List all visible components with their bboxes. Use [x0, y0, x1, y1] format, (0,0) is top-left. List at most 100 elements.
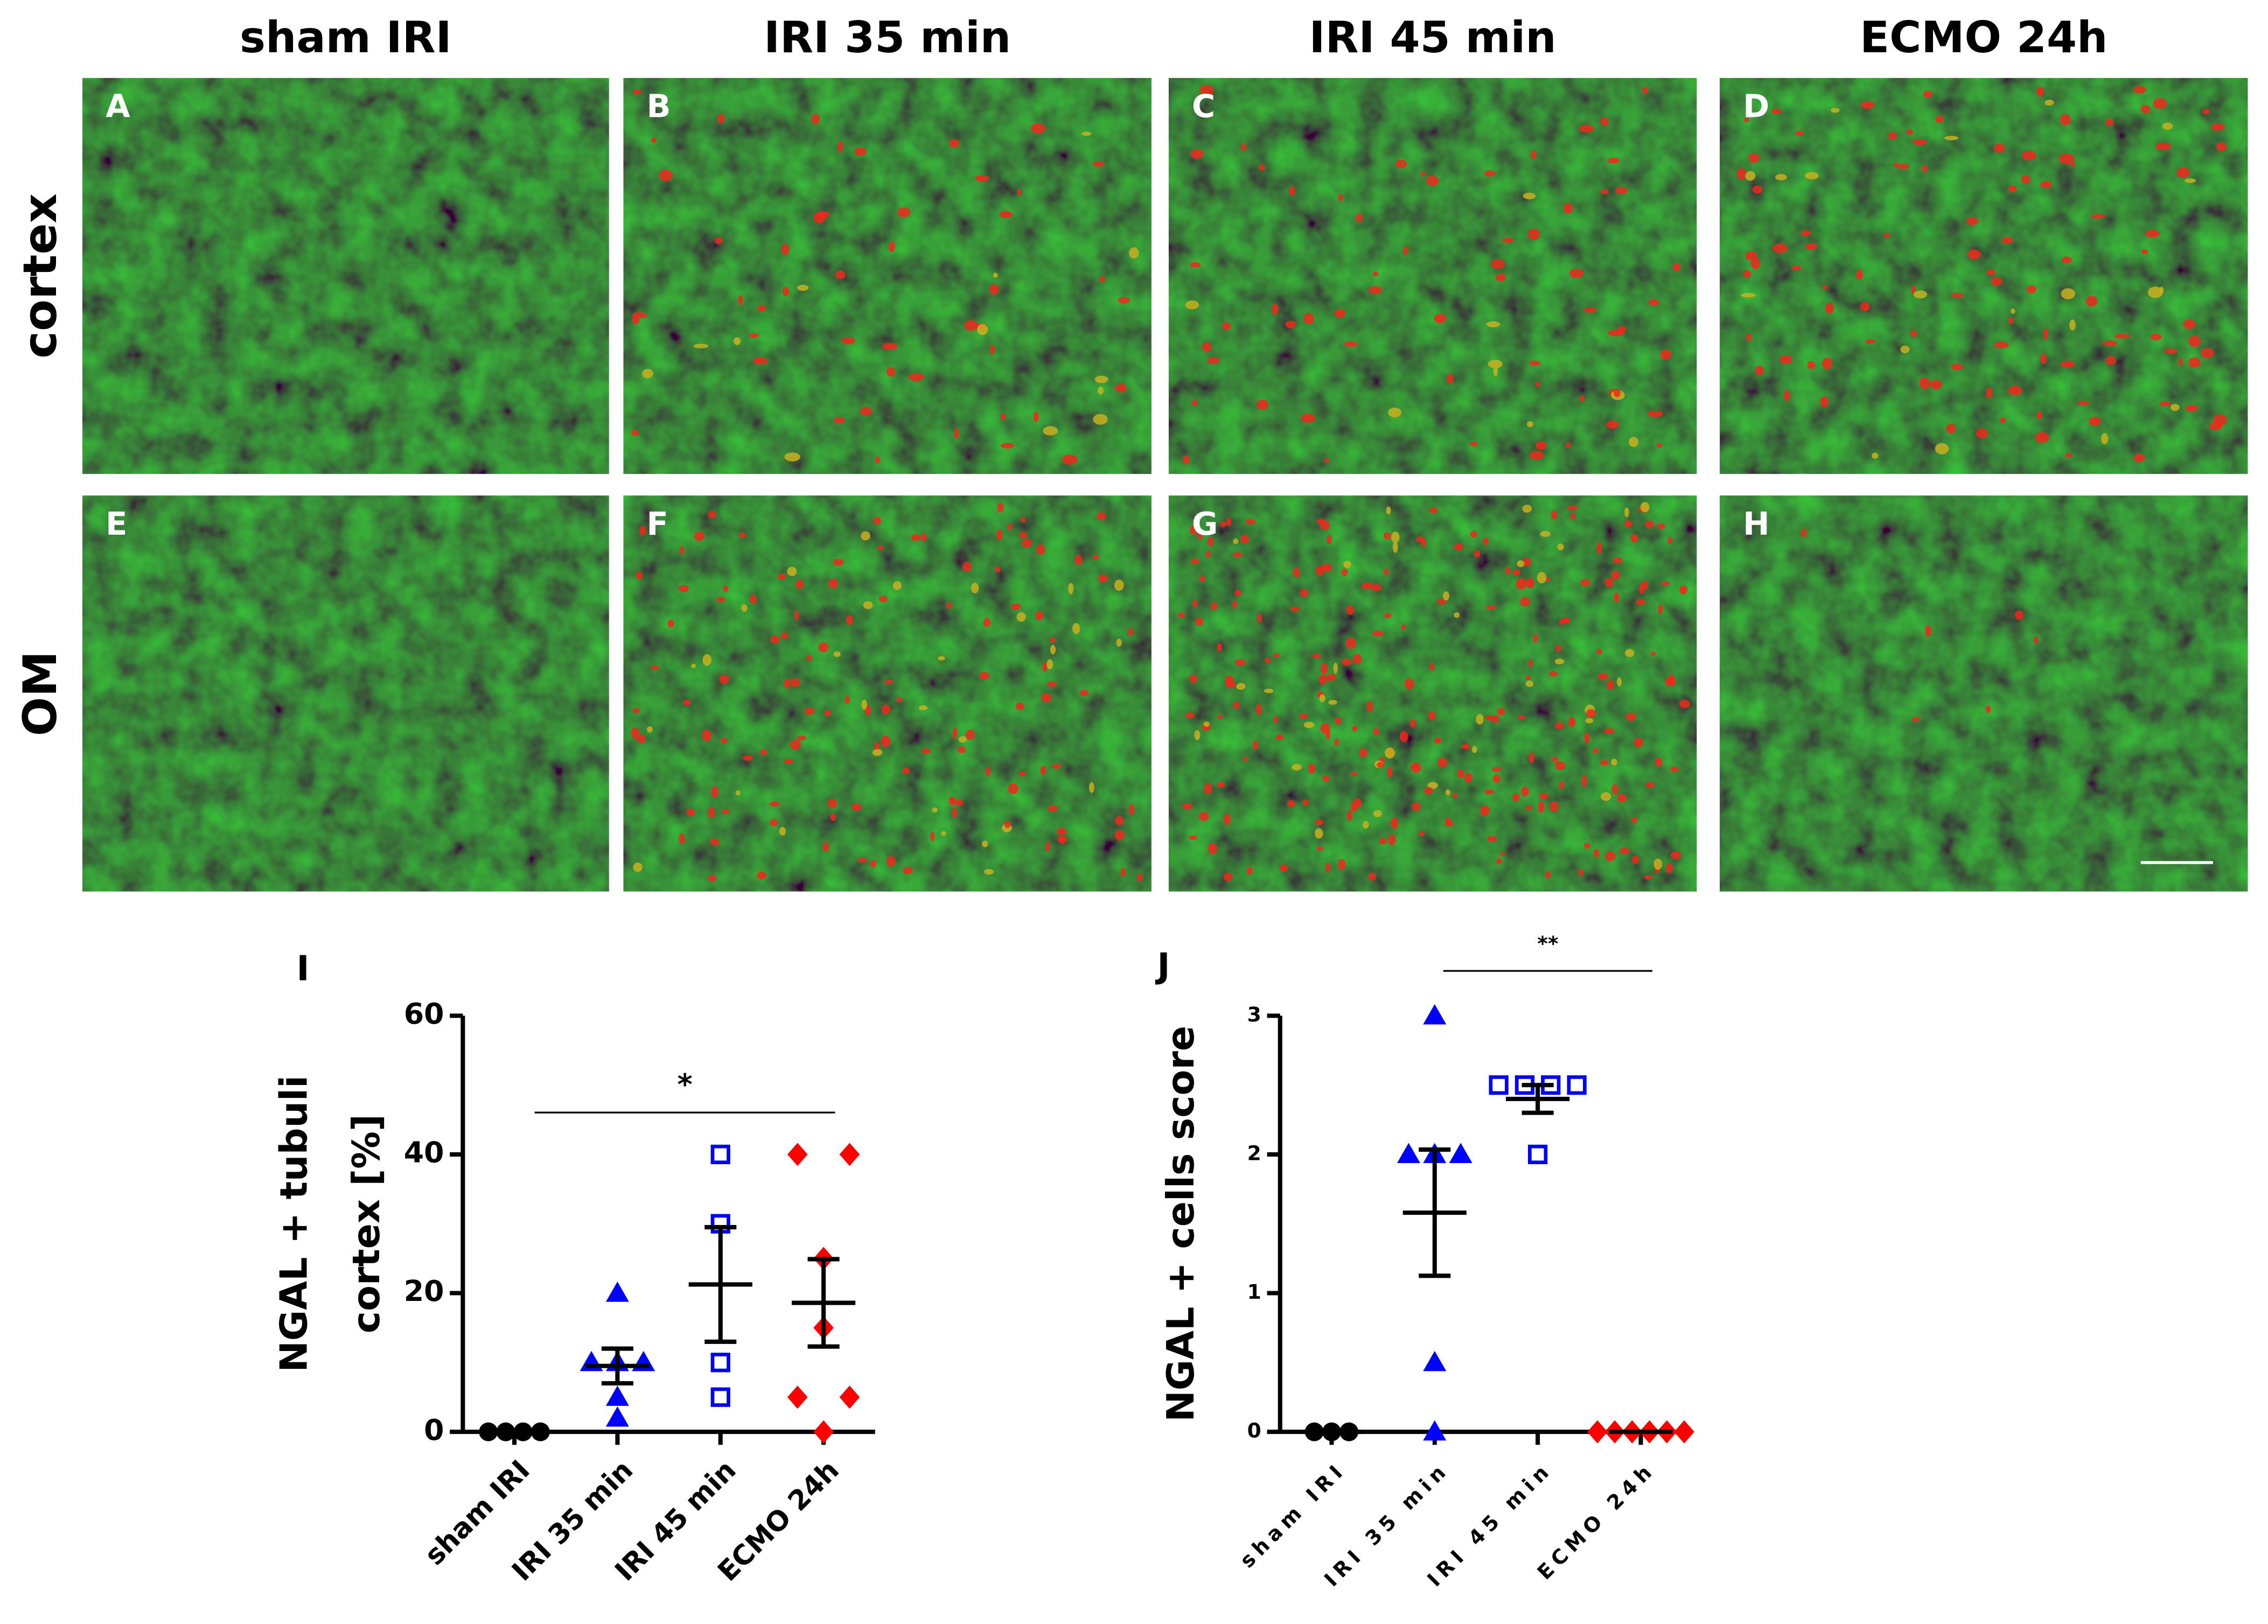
red-stain: [941, 831, 946, 836]
red-stain: [1245, 519, 1256, 525]
red-stain: [1338, 858, 1346, 870]
red-stain: [1185, 712, 1195, 719]
red-stain: [1056, 828, 1067, 835]
red-stain: [1089, 782, 1094, 793]
red-stain: [1404, 678, 1414, 690]
red-stain: [1608, 330, 1624, 337]
red-stain: [841, 337, 855, 345]
red-stain: [1611, 570, 1620, 580]
red-stain: [1614, 388, 1621, 397]
red-stain: [1265, 657, 1271, 664]
data-point: [710, 1387, 730, 1407]
red-stain: [860, 407, 872, 416]
red-stain: [1120, 867, 1126, 877]
red-stain: [1094, 375, 1108, 383]
red-stain: [921, 748, 931, 754]
red-stain: [2133, 86, 2147, 94]
red-stain: [1585, 718, 1594, 724]
red-stain: [1594, 849, 1600, 858]
red-stain: [952, 807, 958, 818]
red-stain: [1474, 550, 1481, 558]
red-stain: [637, 734, 646, 744]
red-stain: [2091, 214, 2105, 219]
red-stain: [1502, 238, 1514, 243]
red-stain: [1328, 699, 1337, 705]
red-stain: [938, 656, 945, 661]
red-stain: [1604, 851, 1616, 861]
red-stain: [1986, 269, 1996, 275]
red-stain: [1569, 268, 1584, 278]
red-stain: [878, 596, 888, 603]
red-stain: [1243, 757, 1248, 761]
red-stain: [1642, 86, 1649, 94]
red-stain: [1470, 442, 1478, 446]
micrograph-texture: [623, 495, 1152, 892]
y-tick-label: 20: [404, 1274, 444, 1308]
red-stain: [1271, 304, 1279, 315]
red-stain: [1427, 782, 1438, 789]
red-stain: [1736, 168, 1747, 180]
y-tick-label: 0: [424, 1413, 444, 1447]
red-stain: [989, 284, 999, 295]
red-stain: [1000, 414, 1006, 420]
red-stain: [715, 237, 723, 244]
y-tick-label: 0: [1247, 1419, 1261, 1443]
red-stain: [1226, 517, 1232, 527]
micrograph-texture: [1720, 78, 2248, 474]
y-axis-label: cortex [%]: [345, 1114, 388, 1333]
red-stain: [1883, 233, 1890, 237]
red-stain: [1016, 612, 1026, 622]
red-stain: [1189, 674, 1197, 683]
red-stain: [1554, 659, 1565, 664]
red-stain: [1825, 303, 1834, 314]
red-stain: [1361, 583, 1366, 589]
red-stain: [954, 428, 959, 439]
red-stain: [1487, 836, 1497, 842]
red-stain: [743, 755, 753, 761]
red-stain: [1596, 542, 1602, 554]
red-stain: [2089, 416, 2101, 426]
red-stain: [1775, 174, 1787, 180]
red-stain: [2140, 104, 2151, 114]
red-stain: [1320, 723, 1330, 734]
red-stain: [1930, 380, 1942, 389]
red-stain: [2001, 236, 2013, 244]
red-stain: [1434, 738, 1442, 744]
red-stain: [1203, 721, 1210, 727]
red-stain: [757, 305, 766, 312]
red-stain: [720, 738, 728, 744]
red-stain: [1461, 744, 1470, 750]
micrograph-texture: [82, 78, 609, 474]
red-stain: [1050, 637, 1055, 643]
column-header: ECMO 24h: [1860, 12, 2108, 62]
red-stain: [1346, 605, 1354, 615]
red-stain: [1913, 290, 1928, 299]
red-stain: [1211, 602, 1218, 610]
red-stain: [694, 531, 705, 541]
y-tick-label: 60: [404, 997, 444, 1031]
red-stain: [1287, 800, 1295, 807]
red-stain: [1316, 846, 1324, 851]
red-stain: [2061, 360, 2075, 368]
red-stain: [1190, 558, 1199, 564]
red-stain: [813, 212, 826, 223]
red-stain: [818, 642, 829, 653]
red-stain: [690, 663, 696, 668]
red-stain: [1750, 257, 1761, 269]
red-stain: [1454, 612, 1460, 618]
red-stain: [770, 818, 778, 827]
red-stain: [1424, 787, 1433, 795]
red-stain: [1820, 396, 1829, 408]
data-point: [1527, 1144, 1548, 1165]
red-stain: [787, 566, 797, 577]
red-stain: [884, 680, 894, 684]
red-stain: [811, 114, 820, 125]
red-stain: [1019, 532, 1028, 538]
red-stain: [1115, 816, 1124, 825]
red-stain: [1615, 186, 1628, 194]
red-stain: [1807, 361, 1816, 369]
red-stain: [2202, 109, 2210, 115]
red-stain: [2171, 404, 2180, 411]
y-tick-label: 2: [1247, 1141, 1261, 1165]
red-stain: [1388, 408, 1402, 417]
